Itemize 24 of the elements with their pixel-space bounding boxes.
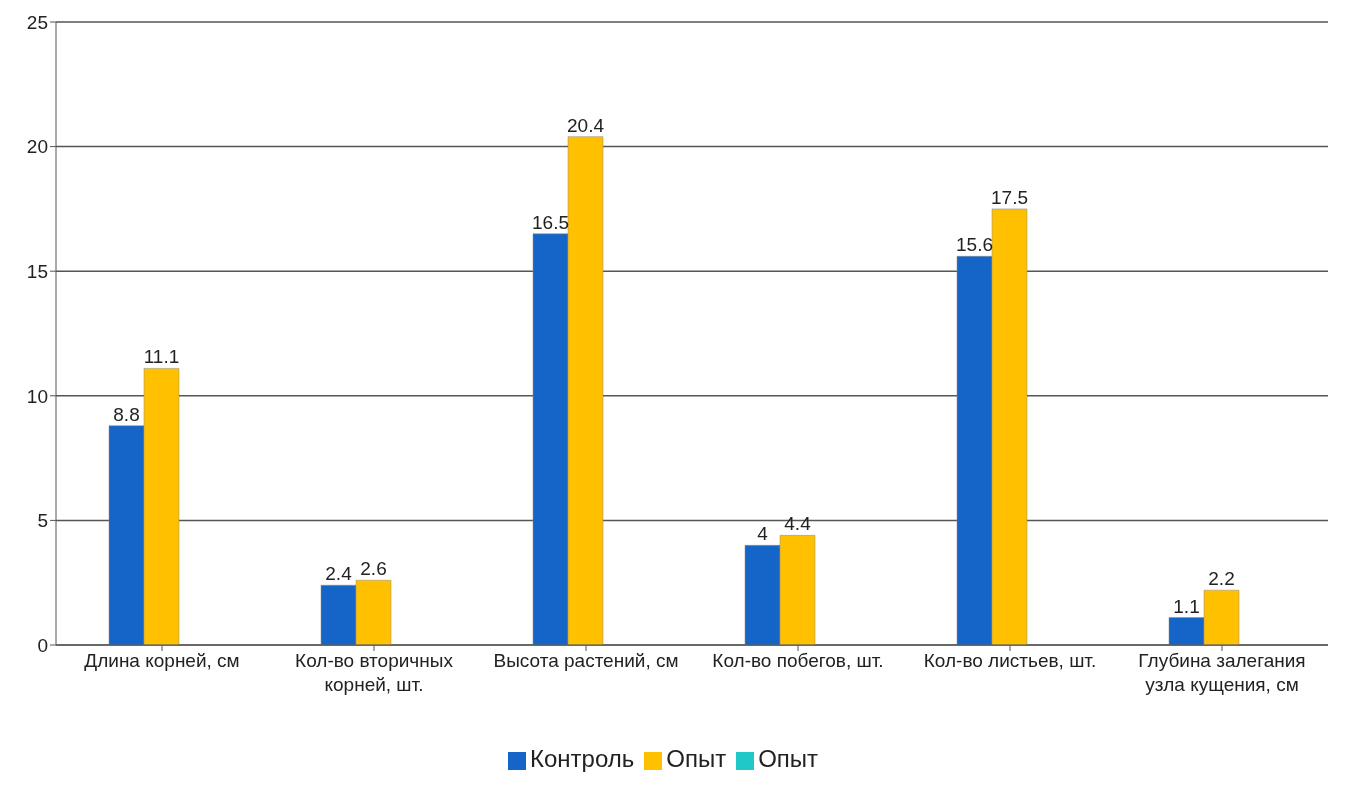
data-label: 2.6: [360, 558, 387, 580]
y-tick-label: 10: [26, 385, 48, 407]
data-label: 17.5: [991, 186, 1028, 208]
data-label: 20.4: [567, 114, 605, 136]
x-tick-label: Длина корней, см: [84, 650, 240, 671]
y-tick-label: 20: [26, 136, 48, 158]
y-tick-label: 0: [37, 634, 48, 656]
data-label: 2.4: [325, 563, 353, 585]
x-tick-label: Высота растений, см: [493, 650, 679, 671]
y-tick-label: 15: [26, 260, 48, 282]
data-label: 11.1: [143, 346, 180, 368]
data-label: 1.1: [1173, 595, 1200, 617]
y-tick-label: 5: [37, 510, 48, 532]
x-tick-label: Кол-во вторичных корней, шт.: [295, 650, 454, 695]
legend-label: Контроль: [529, 745, 635, 772]
legend-label: Опыт: [758, 745, 819, 772]
data-label: 4: [757, 523, 769, 545]
x-tick-label: Кол-во листьев, шт.: [923, 650, 1097, 671]
data-label: 8.8: [113, 403, 140, 425]
y-tick-label: 25: [26, 11, 48, 33]
x-tick-label: Кол-во побегов, шт.: [712, 650, 884, 671]
data-label: 2.2: [1208, 568, 1235, 590]
legend-label: Опыт: [666, 745, 727, 772]
x-tick-label: Глубина залегания узла кущения, см: [1138, 650, 1306, 695]
